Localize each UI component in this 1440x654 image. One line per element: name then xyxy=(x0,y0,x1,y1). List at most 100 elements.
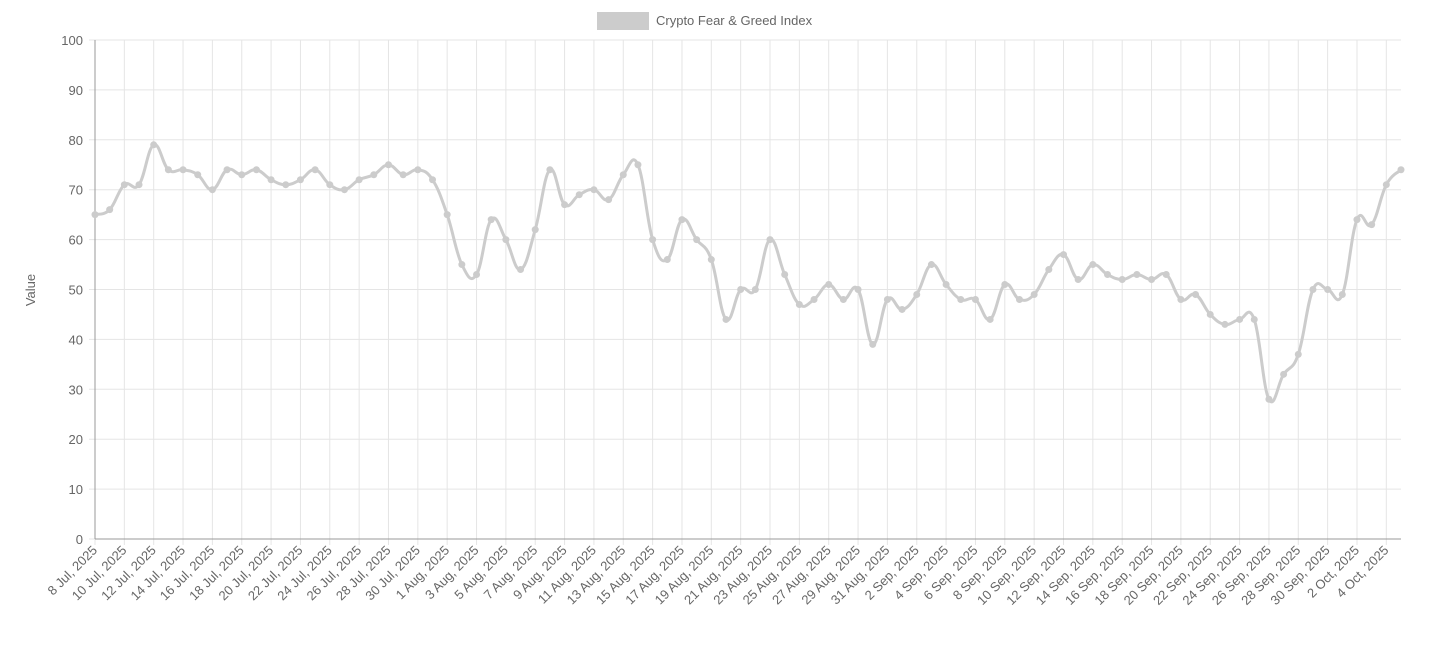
y-tick-label: 90 xyxy=(69,83,83,98)
data-point xyxy=(1104,271,1112,279)
y-tick-label: 10 xyxy=(69,482,83,497)
data-point xyxy=(1397,166,1405,174)
data-point xyxy=(1353,216,1361,224)
data-point xyxy=(267,176,275,184)
data-point xyxy=(106,206,114,214)
data-point xyxy=(238,171,246,179)
data-point xyxy=(1177,295,1185,303)
data-point xyxy=(370,171,378,179)
y-tick-label: 20 xyxy=(69,432,83,447)
data-point xyxy=(208,186,216,194)
y-tick-label: 30 xyxy=(69,382,83,397)
data-point xyxy=(1324,286,1332,293)
data-point xyxy=(487,216,495,224)
data-point xyxy=(1294,350,1302,358)
data-point xyxy=(340,186,348,194)
y-axis-label: Value xyxy=(23,274,38,306)
data-point xyxy=(839,295,847,303)
data-point xyxy=(414,166,422,174)
y-tick-label: 0 xyxy=(76,532,83,547)
data-point xyxy=(1148,276,1156,284)
data-point xyxy=(252,166,260,174)
data-point xyxy=(1221,320,1229,328)
data-point xyxy=(1089,261,1097,269)
data-point xyxy=(399,171,407,179)
data-point xyxy=(1059,251,1067,259)
y-tick-label: 100 xyxy=(61,33,83,48)
data-point xyxy=(634,161,642,169)
data-point xyxy=(1382,181,1390,189)
data-point xyxy=(971,295,979,303)
data-point xyxy=(384,161,392,169)
data-point xyxy=(883,295,891,303)
data-point xyxy=(531,226,539,234)
data-point xyxy=(781,271,789,279)
data-point xyxy=(898,305,906,313)
data-point xyxy=(649,236,657,244)
data-point xyxy=(605,196,613,204)
data-point xyxy=(194,171,202,179)
y-tick-label: 80 xyxy=(69,133,83,148)
data-point xyxy=(473,271,481,279)
data-point xyxy=(751,286,759,293)
data-point xyxy=(561,201,569,209)
data-point xyxy=(443,211,451,219)
data-point xyxy=(502,236,510,244)
data-point xyxy=(1368,221,1376,229)
data-point xyxy=(986,315,994,323)
data-point xyxy=(590,186,598,194)
data-point xyxy=(1001,281,1009,289)
data-point xyxy=(722,315,730,323)
data-point xyxy=(296,176,304,184)
data-point xyxy=(1015,295,1023,303)
data-point xyxy=(1236,315,1244,323)
data-point xyxy=(458,261,466,269)
data-point xyxy=(164,166,172,174)
data-point xyxy=(825,281,833,289)
data-point xyxy=(1280,370,1288,378)
y-tick-label: 40 xyxy=(69,332,83,347)
data-point xyxy=(737,286,745,293)
data-point xyxy=(120,181,128,189)
data-point xyxy=(326,181,334,189)
data-point xyxy=(1206,310,1214,318)
data-point xyxy=(810,295,818,303)
series-line xyxy=(94,143,1403,404)
data-point xyxy=(854,286,862,293)
data-point xyxy=(150,141,158,149)
data-point xyxy=(546,166,554,174)
data-point xyxy=(179,166,187,174)
data-point xyxy=(1265,395,1273,403)
data-point xyxy=(678,216,686,224)
data-point xyxy=(957,295,965,303)
legend-label: Crypto Fear & Greed Index xyxy=(656,13,813,28)
data-point xyxy=(575,191,583,199)
data-point xyxy=(619,171,627,179)
data-point xyxy=(1030,290,1038,298)
data-point xyxy=(517,266,525,274)
data-point xyxy=(693,236,701,244)
data-point xyxy=(282,181,290,189)
data-point xyxy=(1118,276,1126,284)
data-point xyxy=(429,176,437,184)
data-point xyxy=(1162,271,1170,279)
data-point xyxy=(1250,315,1258,323)
y-tick-label: 70 xyxy=(69,183,83,198)
y-tick-label: 50 xyxy=(69,283,83,298)
data-point xyxy=(1192,290,1200,298)
data-point xyxy=(135,181,143,189)
data-point xyxy=(311,166,319,174)
data-point xyxy=(766,236,774,244)
data-point xyxy=(663,256,671,264)
data-point xyxy=(795,300,803,308)
legend-swatch xyxy=(597,12,649,30)
data-point xyxy=(1045,266,1053,274)
y-tick-label: 60 xyxy=(69,233,83,248)
data-point xyxy=(223,166,231,174)
data-point xyxy=(869,340,877,348)
data-point xyxy=(1133,271,1141,279)
data-point xyxy=(355,176,363,184)
data-point xyxy=(707,256,715,264)
